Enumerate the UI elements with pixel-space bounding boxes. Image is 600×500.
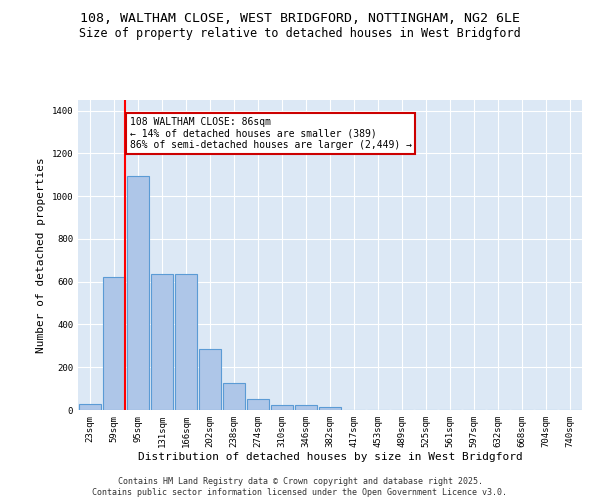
Bar <box>295 404 317 410</box>
Text: 108, WALTHAM CLOSE, WEST BRIDGFORD, NOTTINGHAM, NG2 6LE: 108, WALTHAM CLOSE, WEST BRIDGFORD, NOTT… <box>80 12 520 26</box>
Bar <box>319 407 341 410</box>
Text: Distribution of detached houses by size in West Bridgford: Distribution of detached houses by size … <box>137 452 523 462</box>
Y-axis label: Number of detached properties: Number of detached properties <box>36 157 46 353</box>
Bar <box>127 176 149 410</box>
Bar <box>199 349 221 410</box>
Bar <box>151 274 173 410</box>
Bar <box>271 404 293 410</box>
Bar <box>175 274 197 410</box>
Text: Size of property relative to detached houses in West Bridgford: Size of property relative to detached ho… <box>79 28 521 40</box>
Bar <box>79 404 101 410</box>
Text: Contains HM Land Registry data © Crown copyright and database right 2025.: Contains HM Land Registry data © Crown c… <box>118 476 482 486</box>
Text: Contains public sector information licensed under the Open Government Licence v3: Contains public sector information licen… <box>92 488 508 497</box>
Text: 108 WALTHAM CLOSE: 86sqm
← 14% of detached houses are smaller (389)
86% of semi-: 108 WALTHAM CLOSE: 86sqm ← 14% of detach… <box>130 117 412 150</box>
Bar <box>247 400 269 410</box>
Bar <box>103 278 125 410</box>
Bar <box>223 384 245 410</box>
